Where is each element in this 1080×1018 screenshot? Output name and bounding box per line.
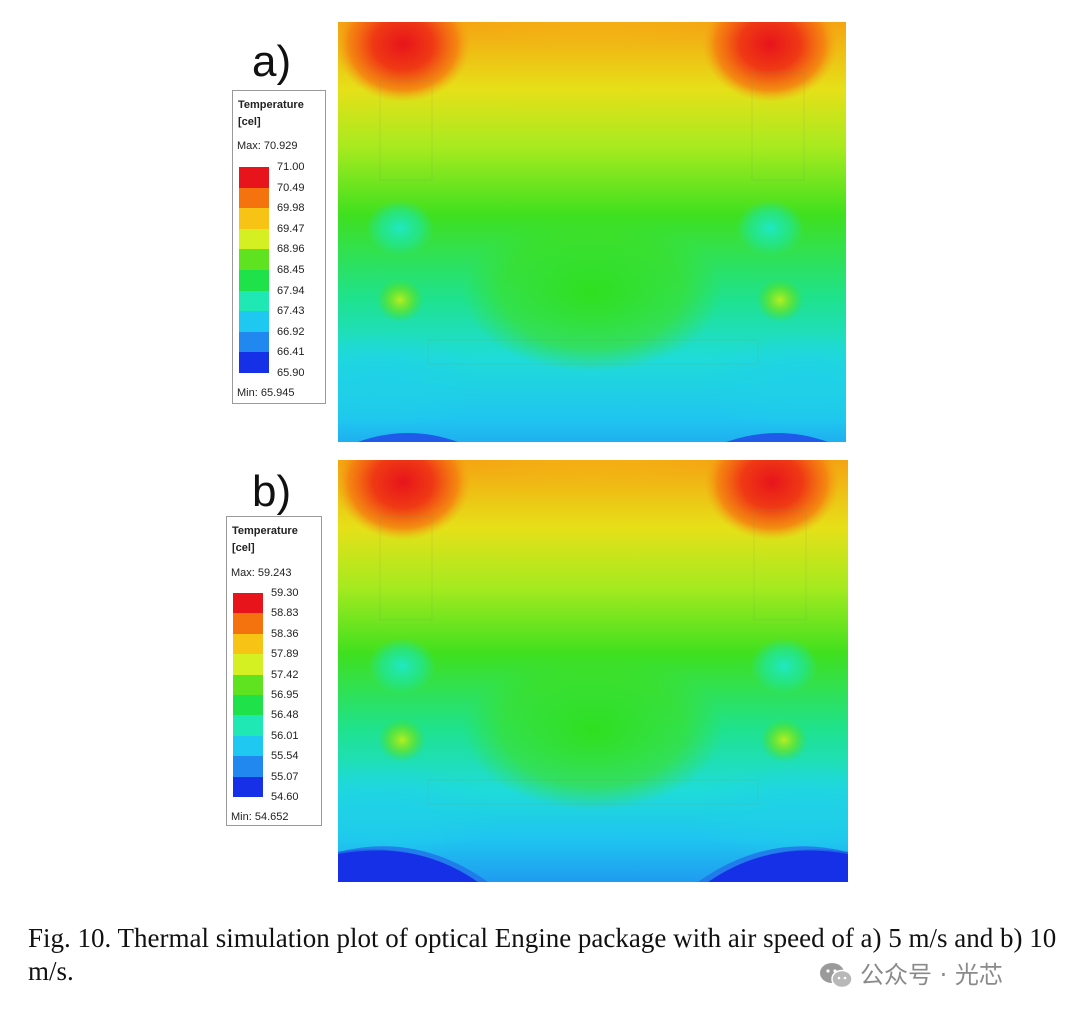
legend-b-colorbar-swatch [233, 593, 263, 614]
legend-b-max: Max: 59.243 [231, 567, 292, 579]
legend-a-tick-label: 67.43 [277, 305, 305, 318]
watermark: 公众号 · 光芯 [818, 958, 1058, 992]
legend-b-colorbar-swatch [233, 674, 263, 695]
legend-b-tick-label: 55.54 [271, 750, 299, 763]
legend-a-tick-label: 69.47 [277, 222, 305, 235]
legend-a-colorbar-swatch [239, 270, 269, 291]
panel-b-thermal-map [338, 460, 848, 882]
legend-a-colorbar-swatch [239, 208, 269, 229]
panel-b-heatmap-svg [338, 460, 848, 882]
legend-a-title-line1: Temperature [238, 99, 304, 111]
legend-b-tick-label: 56.48 [271, 709, 299, 722]
legend-a-tick-label: 71.00 [277, 161, 305, 173]
figure-caption: Fig. 10. Thermal simulation plot of opti… [28, 923, 1057, 986]
legend-b-colorbar-swatch [233, 633, 263, 655]
legend-b-tick-label: 59.30 [271, 587, 299, 599]
legend-a-tick-label: 65.90 [277, 367, 305, 379]
legend-b-tick-label: 56.01 [271, 729, 299, 742]
panel-b-label: b) [252, 467, 292, 516]
legend-b-colorbar-swatch [233, 715, 263, 736]
legend-a-colorbar-swatch [239, 167, 269, 188]
legend-b-tick-label: 55.07 [271, 770, 299, 783]
legend-b-colorbar-swatch [233, 613, 263, 634]
panel-b-legend: Temperature [cel] Max: 59.243 Min: 54.65… [226, 516, 322, 826]
panel-a-thermal-map [338, 22, 846, 442]
legend-b-colorbar-swatch [233, 654, 263, 675]
panel-a-label: a) [252, 37, 292, 86]
legend-b-colorbar-swatch [233, 756, 263, 777]
panel-a-legend: Temperature [cel] Max: 70.929 Min: 65.94… [232, 90, 326, 404]
legend-b-min: Min: 54.652 [231, 811, 289, 823]
legend-a-colorbar-swatch [239, 249, 269, 270]
legend-b-colorbar-swatch [233, 695, 263, 716]
legend-a-tick-label: 69.98 [277, 202, 305, 215]
legend-a-colorbar-swatch [239, 187, 269, 209]
legend-a-tick-label: 68.45 [277, 264, 305, 276]
legend-b-tick-label: 57.89 [271, 648, 299, 661]
legend-a-colorbar-swatch [239, 311, 269, 332]
legend-a-tick-label: 67.94 [277, 284, 305, 297]
legend-b-tick-label: 54.60 [271, 791, 299, 803]
legend-b-tick-label: 58.36 [271, 627, 299, 640]
panel-a-heatmap-svg [338, 22, 846, 442]
legend-b-title: Temperature [cel] [227, 517, 321, 557]
legend-b-colorbar-swatch [233, 735, 263, 757]
legend-a-colorbar-swatch [239, 331, 269, 353]
watermark-text: 公众号 · 光芯 [860, 961, 1003, 989]
legend-b-title-line1: Temperature [232, 525, 298, 537]
wechat-icon [818, 961, 854, 991]
legend-a-title-line2: [cel] [238, 116, 261, 128]
legend-a-colorbar-swatch [239, 228, 269, 250]
legend-a-tick-label: 66.41 [277, 346, 305, 359]
legend-b-title-line2: [cel] [232, 542, 255, 554]
legend-b-colorbar-swatch [233, 776, 263, 797]
legend-a-max: Max: 70.929 [237, 140, 298, 152]
legend-a-colorbar-swatch [239, 290, 269, 312]
legend-a-title: Temperature [cel] [233, 91, 325, 131]
legend-a-tick-label: 68.96 [277, 243, 305, 256]
legend-a-min: Min: 65.945 [237, 387, 295, 399]
legend-a-tick-label: 66.92 [277, 325, 305, 338]
legend-a-colorbar-swatch [239, 352, 269, 373]
legend-a-tick-label: 70.49 [277, 181, 305, 194]
legend-b-tick-label: 58.83 [271, 607, 299, 620]
legend-b-tick-label: 57.42 [271, 668, 299, 681]
legend-b-tick-label: 56.95 [271, 689, 299, 701]
